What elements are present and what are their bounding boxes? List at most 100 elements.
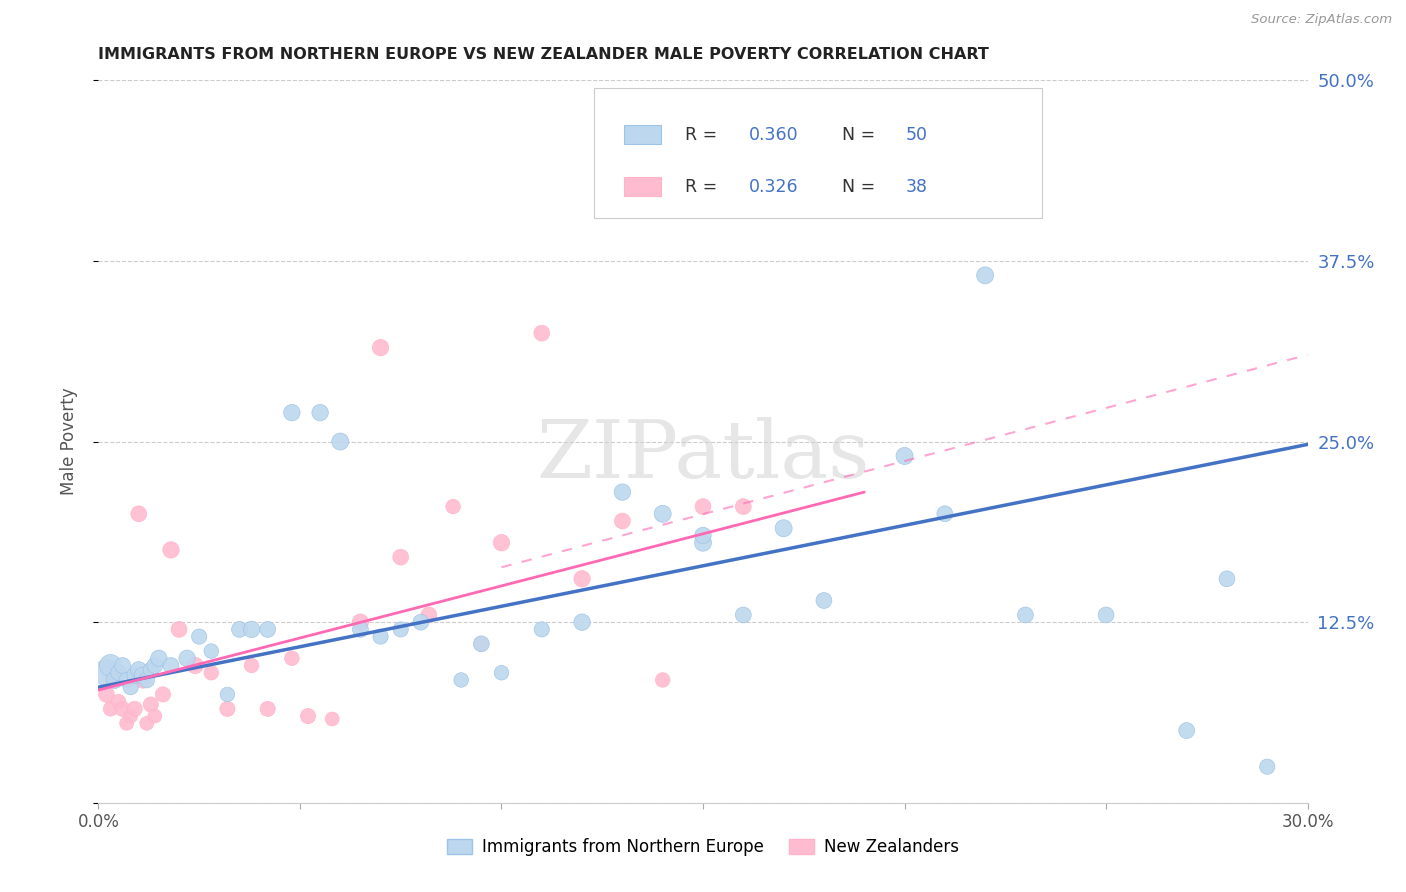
Point — [651, 673, 673, 687]
Point — [370, 341, 392, 355]
Point — [349, 615, 371, 630]
Point — [692, 528, 714, 542]
Point — [612, 485, 634, 500]
Point — [124, 668, 146, 682]
Point — [571, 572, 593, 586]
Point — [893, 449, 915, 463]
Point — [96, 687, 118, 701]
Point — [309, 406, 332, 420]
Text: 0.360: 0.360 — [749, 126, 799, 145]
Point — [321, 712, 343, 726]
Point — [128, 663, 150, 677]
FancyBboxPatch shape — [624, 178, 661, 196]
Point — [530, 623, 553, 637]
FancyBboxPatch shape — [624, 126, 661, 144]
Point — [409, 615, 432, 630]
Text: IMMIGRANTS FROM NORTHERN EUROPE VS NEW ZEALANDER MALE POVERTY CORRELATION CHART: IMMIGRANTS FROM NORTHERN EUROPE VS NEW Z… — [98, 47, 990, 62]
Text: Source: ZipAtlas.com: Source: ZipAtlas.com — [1251, 13, 1392, 27]
Text: N =: N = — [842, 178, 880, 196]
Point — [103, 673, 125, 687]
Text: N =: N = — [842, 126, 880, 145]
Text: R =: R = — [685, 178, 723, 196]
Point — [256, 623, 278, 637]
Point — [100, 702, 122, 716]
Point — [389, 550, 412, 565]
Point — [256, 702, 278, 716]
Point — [240, 623, 263, 637]
Point — [176, 651, 198, 665]
Point — [441, 500, 464, 514]
Text: 0.326: 0.326 — [749, 178, 799, 196]
Point — [200, 665, 222, 680]
Point — [143, 709, 166, 723]
Point — [139, 698, 162, 712]
Point — [132, 673, 155, 687]
Point — [124, 702, 146, 716]
Point — [160, 658, 183, 673]
Point — [1175, 723, 1198, 738]
Point — [370, 630, 392, 644]
Point — [139, 663, 162, 677]
Point — [772, 521, 794, 535]
Point — [152, 687, 174, 701]
Point — [240, 658, 263, 673]
Point — [349, 623, 371, 637]
Point — [135, 673, 157, 687]
Point — [111, 702, 134, 716]
Point — [934, 507, 956, 521]
Point — [612, 514, 634, 528]
Point — [120, 709, 142, 723]
Point — [530, 326, 553, 340]
Point — [228, 623, 250, 637]
Point — [733, 607, 755, 622]
Point — [1095, 607, 1118, 622]
Point — [217, 702, 239, 716]
Point — [470, 637, 492, 651]
Point — [692, 500, 714, 514]
Point — [692, 535, 714, 549]
Point — [115, 673, 138, 687]
Point — [148, 651, 170, 665]
Point — [853, 182, 876, 196]
Point — [1256, 760, 1278, 774]
Text: 50: 50 — [905, 126, 928, 145]
Text: R =: R = — [685, 126, 723, 145]
Point — [281, 651, 304, 665]
Point — [143, 658, 166, 673]
Point — [470, 637, 492, 651]
Point — [135, 716, 157, 731]
Point — [1216, 572, 1239, 586]
Point — [96, 665, 118, 680]
Point — [100, 658, 122, 673]
Point — [200, 644, 222, 658]
Point — [107, 665, 129, 680]
Point — [128, 507, 150, 521]
Point — [160, 542, 183, 557]
Point — [491, 535, 513, 549]
Point — [107, 695, 129, 709]
Point — [281, 406, 304, 420]
Point — [217, 687, 239, 701]
Point — [120, 680, 142, 694]
Point — [132, 668, 155, 682]
Text: 38: 38 — [905, 178, 928, 196]
Y-axis label: Male Poverty: Male Poverty — [59, 388, 77, 495]
Legend: Immigrants from Northern Europe, New Zealanders: Immigrants from Northern Europe, New Zea… — [440, 831, 966, 863]
Text: ZIPatlas: ZIPatlas — [536, 417, 870, 495]
Point — [571, 615, 593, 630]
Point — [418, 607, 440, 622]
Point — [974, 268, 997, 283]
Point — [651, 507, 673, 521]
Point — [491, 665, 513, 680]
Point — [167, 623, 190, 637]
Point — [1014, 607, 1036, 622]
FancyBboxPatch shape — [595, 87, 1042, 218]
Point — [450, 673, 472, 687]
Point — [111, 658, 134, 673]
Point — [389, 623, 412, 637]
Point — [813, 593, 835, 607]
Point — [184, 658, 207, 673]
Point — [115, 716, 138, 731]
Point — [103, 673, 125, 687]
Point — [188, 630, 211, 644]
